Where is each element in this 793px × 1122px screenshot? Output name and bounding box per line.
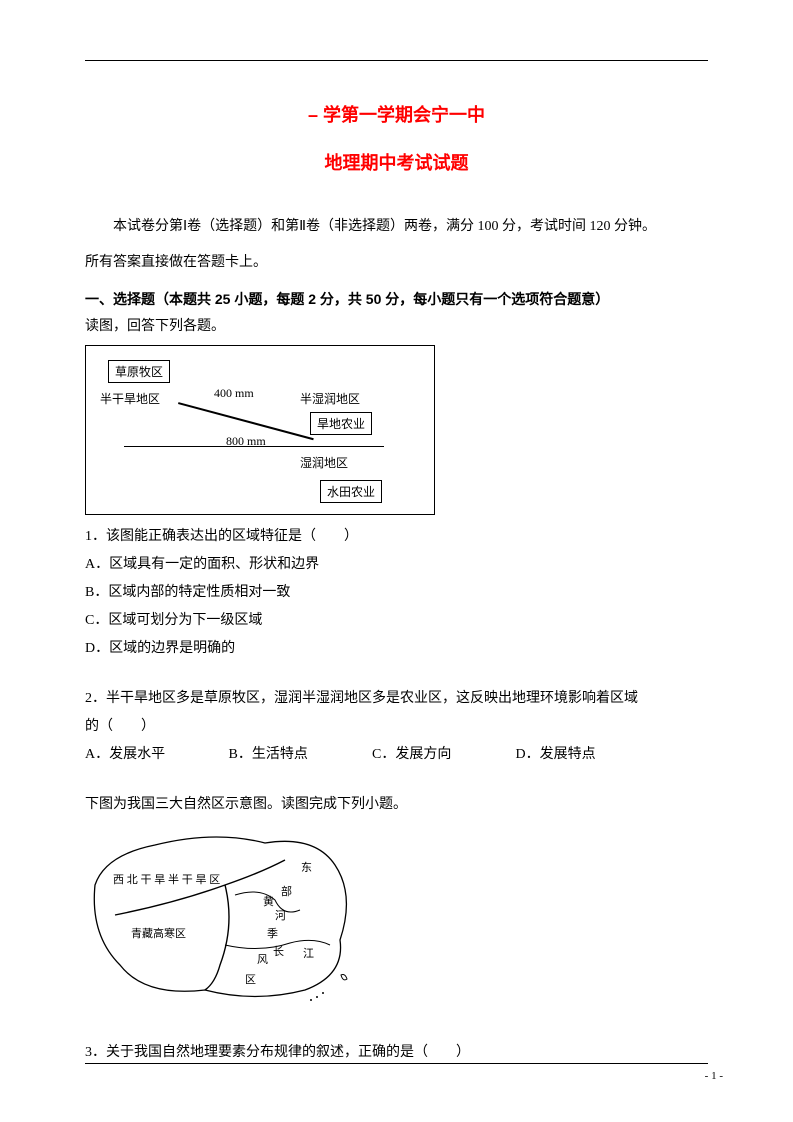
map-label-qu: 区 <box>245 974 256 986</box>
spacer <box>85 769 708 791</box>
page-number: - 1 - <box>705 1070 723 1082</box>
q1-a: A．区域具有一定的面积、形状和边界 <box>85 551 708 579</box>
q2-c: C．发展方向 <box>372 741 512 769</box>
title-line2: 地理期中考试试题 <box>85 149 708 175</box>
map-label-feng: 风 <box>257 953 268 966</box>
figure-2: 西 北 干 旱 半 干 旱 区 东 青藏高寒区 部 黄 河 季 风 长 江 区 <box>85 825 365 1005</box>
map-label-ji: 季 <box>267 927 278 940</box>
q1-stem: 1．该图能正确表达出的区域特征是（ ） <box>85 523 708 551</box>
fig1-label-semiarid: 半干旱地区 <box>100 390 160 407</box>
map-outline <box>94 837 346 997</box>
fig1-label-400: 400 mm <box>214 386 254 401</box>
fig1-box-paddy: 水田农业 <box>320 480 382 503</box>
fig1-label-humid: 湿润地区 <box>300 454 348 471</box>
q1-d: D．区域的边界是明确的 <box>85 635 708 663</box>
title-line1: – 学第一学期会宁一中 <box>85 101 708 127</box>
map-line-nw <box>115 860 285 915</box>
footer-rule <box>85 1063 708 1064</box>
map-label-he: 河 <box>275 909 286 922</box>
q1-c: C．区域可划分为下一级区域 <box>85 607 708 635</box>
lead-1: 读图，回答下列各题。 <box>85 313 708 341</box>
q2-d: D．发展特点 <box>516 741 656 769</box>
section-heading: 一、选择题（本题共 25 小题，每题 2 分，共 50 分，每小题只有一个选项符… <box>85 285 708 313</box>
intro-line1: 本试卷分第Ⅰ卷（选择题）和第Ⅱ卷（非选择题）两卷，满分 100 分，考试时间 1… <box>85 211 708 243</box>
figure-1: 草原牧区 半干旱地区 400 mm 半湿润地区 旱地农业 800 mm 湿润地区… <box>85 345 435 515</box>
map-label-qz: 青藏高寒区 <box>131 926 186 940</box>
map-island <box>341 975 347 980</box>
fig1-box-grassland: 草原牧区 <box>108 360 170 383</box>
q2-a: A．发展水平 <box>85 741 225 769</box>
map-line-qz <box>205 885 229 990</box>
map-dot <box>310 999 312 1001</box>
map-label-huang: 黄 <box>263 894 274 908</box>
q2-stem-2: 的（ ） <box>85 713 708 741</box>
map-label-bu: 部 <box>281 884 292 898</box>
map-label-chang: 长 <box>273 945 284 958</box>
fig1-label-800: 800 mm <box>226 434 266 449</box>
q2-options: A．发展水平 B．生活特点 C．发展方向 D．发展特点 <box>85 741 708 769</box>
page: – 学第一学期会宁一中 地理期中考试试题 本试卷分第Ⅰ卷（选择题）和第Ⅱ卷（非选… <box>85 60 708 1072</box>
q1-b: B．区域内部的特定性质相对一致 <box>85 579 708 607</box>
fig1-label-subhumid: 半湿润地区 <box>300 390 360 407</box>
map-label-east: 东 <box>301 861 312 874</box>
map-label-jiang: 江 <box>303 947 314 960</box>
map-dot <box>316 996 318 998</box>
map-label-nw: 西 北 干 旱 半 干 旱 区 <box>113 872 220 886</box>
q2-b: B．生活特点 <box>229 741 369 769</box>
spacer <box>85 1017 708 1039</box>
lead-2: 下图为我国三大自然区示意图。读图完成下列小题。 <box>85 791 708 819</box>
intro-line2: 所有答案直接做在答题卡上。 <box>85 247 708 279</box>
spacer <box>85 663 708 685</box>
q2-stem-1: 2．半干旱地区多是草原牧区，湿润半湿润地区多是农业区，这反映出地理环境影响着区域 <box>85 685 708 713</box>
fig1-box-dryland: 旱地农业 <box>310 412 372 435</box>
top-rule <box>85 60 708 61</box>
map-dot <box>322 992 324 994</box>
